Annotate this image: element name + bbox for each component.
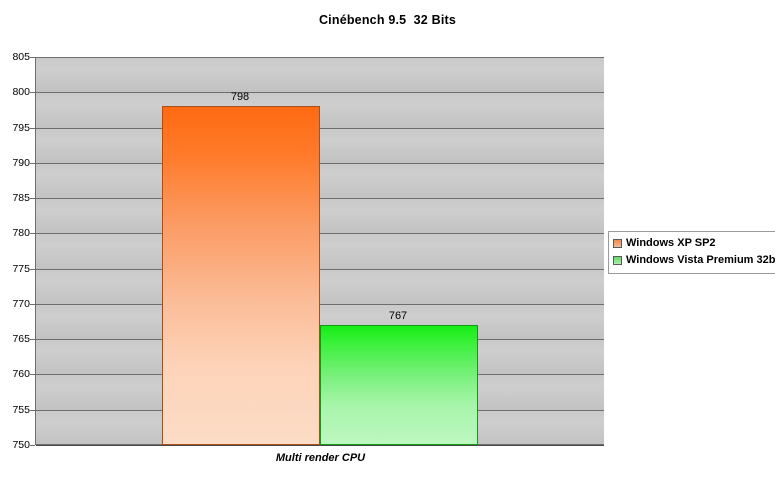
plot-background-band — [36, 57, 604, 93]
y-axis-tick-mark — [30, 162, 35, 164]
legend-item-windows-xp-sp2: Windows XP SP2 — [613, 235, 775, 252]
y-axis-tick-mark — [30, 374, 35, 376]
bar-windows-vista-premium-32b[interactable] — [320, 325, 478, 445]
gridline — [36, 92, 604, 94]
y-axis-tick-label: 780 — [12, 227, 30, 240]
plot-background-band — [36, 268, 604, 304]
gridline — [36, 127, 604, 129]
y-axis-tick-label: 770 — [12, 297, 30, 310]
gridline — [36, 162, 604, 164]
y-axis-tick-mark — [30, 127, 35, 129]
y-axis-tick-label: 750 — [12, 438, 30, 451]
chart-legend: Windows XP SP2 Windows Vista Premium 32b — [608, 231, 775, 274]
y-axis-tick-label: 765 — [12, 332, 30, 345]
x-axis-category-text: Multi render CPU — [275, 452, 366, 464]
y-axis-tick-mark — [30, 92, 35, 94]
y-axis-tick-label: 800 — [12, 86, 30, 99]
y-axis-tick-mark — [30, 409, 35, 411]
y-axis-tick-mark — [30, 339, 35, 341]
gridline — [36, 268, 604, 270]
y-axis-tick-label: 790 — [12, 156, 30, 169]
y-axis-tick-mark — [30, 57, 35, 58]
y-axis-tick-mark — [30, 268, 35, 270]
y-axis-tick-label: 755 — [12, 403, 30, 416]
gridline — [36, 233, 604, 235]
y-axis-tick-mark — [30, 303, 35, 305]
legend-swatch-icon-xp — [613, 239, 622, 248]
legend-item-windows-vista-premium-32b: Windows Vista Premium 32b — [613, 252, 775, 269]
legend-label-xp: Windows XP SP2 — [626, 237, 716, 249]
plot-background-band — [36, 162, 604, 199]
plot-background-band — [36, 198, 604, 234]
chart-title: Cinébench 9.5 32 Bits — [318, 13, 457, 27]
y-axis-tick-mark — [30, 233, 35, 235]
bar-windows-xp-sp2[interactable] — [162, 106, 320, 445]
y-axis-tick-mark — [30, 198, 35, 200]
y-axis-tick-label: 785 — [12, 191, 30, 204]
x-axis-line — [36, 445, 604, 446]
y-axis-tick-label: 760 — [12, 368, 30, 381]
y-axis-tick-mark — [30, 445, 35, 446]
bar-value-label: 767 — [388, 310, 408, 323]
y-axis-tick-label: 795 — [12, 121, 30, 134]
plot-background-band — [36, 127, 604, 163]
y-axis-tick-label: 805 — [12, 50, 30, 63]
plot-background-band — [36, 92, 604, 128]
y-axis-labels: 805 800 795 790 785 780 775 770 765 760 755 750 — [0, 52, 30, 450]
gridline — [36, 57, 604, 58]
x-axis-category-label: Multi render CPU — [0, 452, 775, 464]
y-axis-tick-marks — [0, 57, 35, 446]
plot-background-band — [36, 233, 604, 269]
plot-area — [35, 57, 604, 446]
gridline — [36, 303, 604, 305]
legend-label-vista: Windows Vista Premium 32b — [626, 254, 775, 266]
legend-swatch-icon-vista — [613, 256, 622, 265]
bar-value-label: 798 — [230, 91, 250, 104]
gridline — [36, 198, 604, 200]
y-axis-tick-label: 775 — [12, 262, 30, 275]
